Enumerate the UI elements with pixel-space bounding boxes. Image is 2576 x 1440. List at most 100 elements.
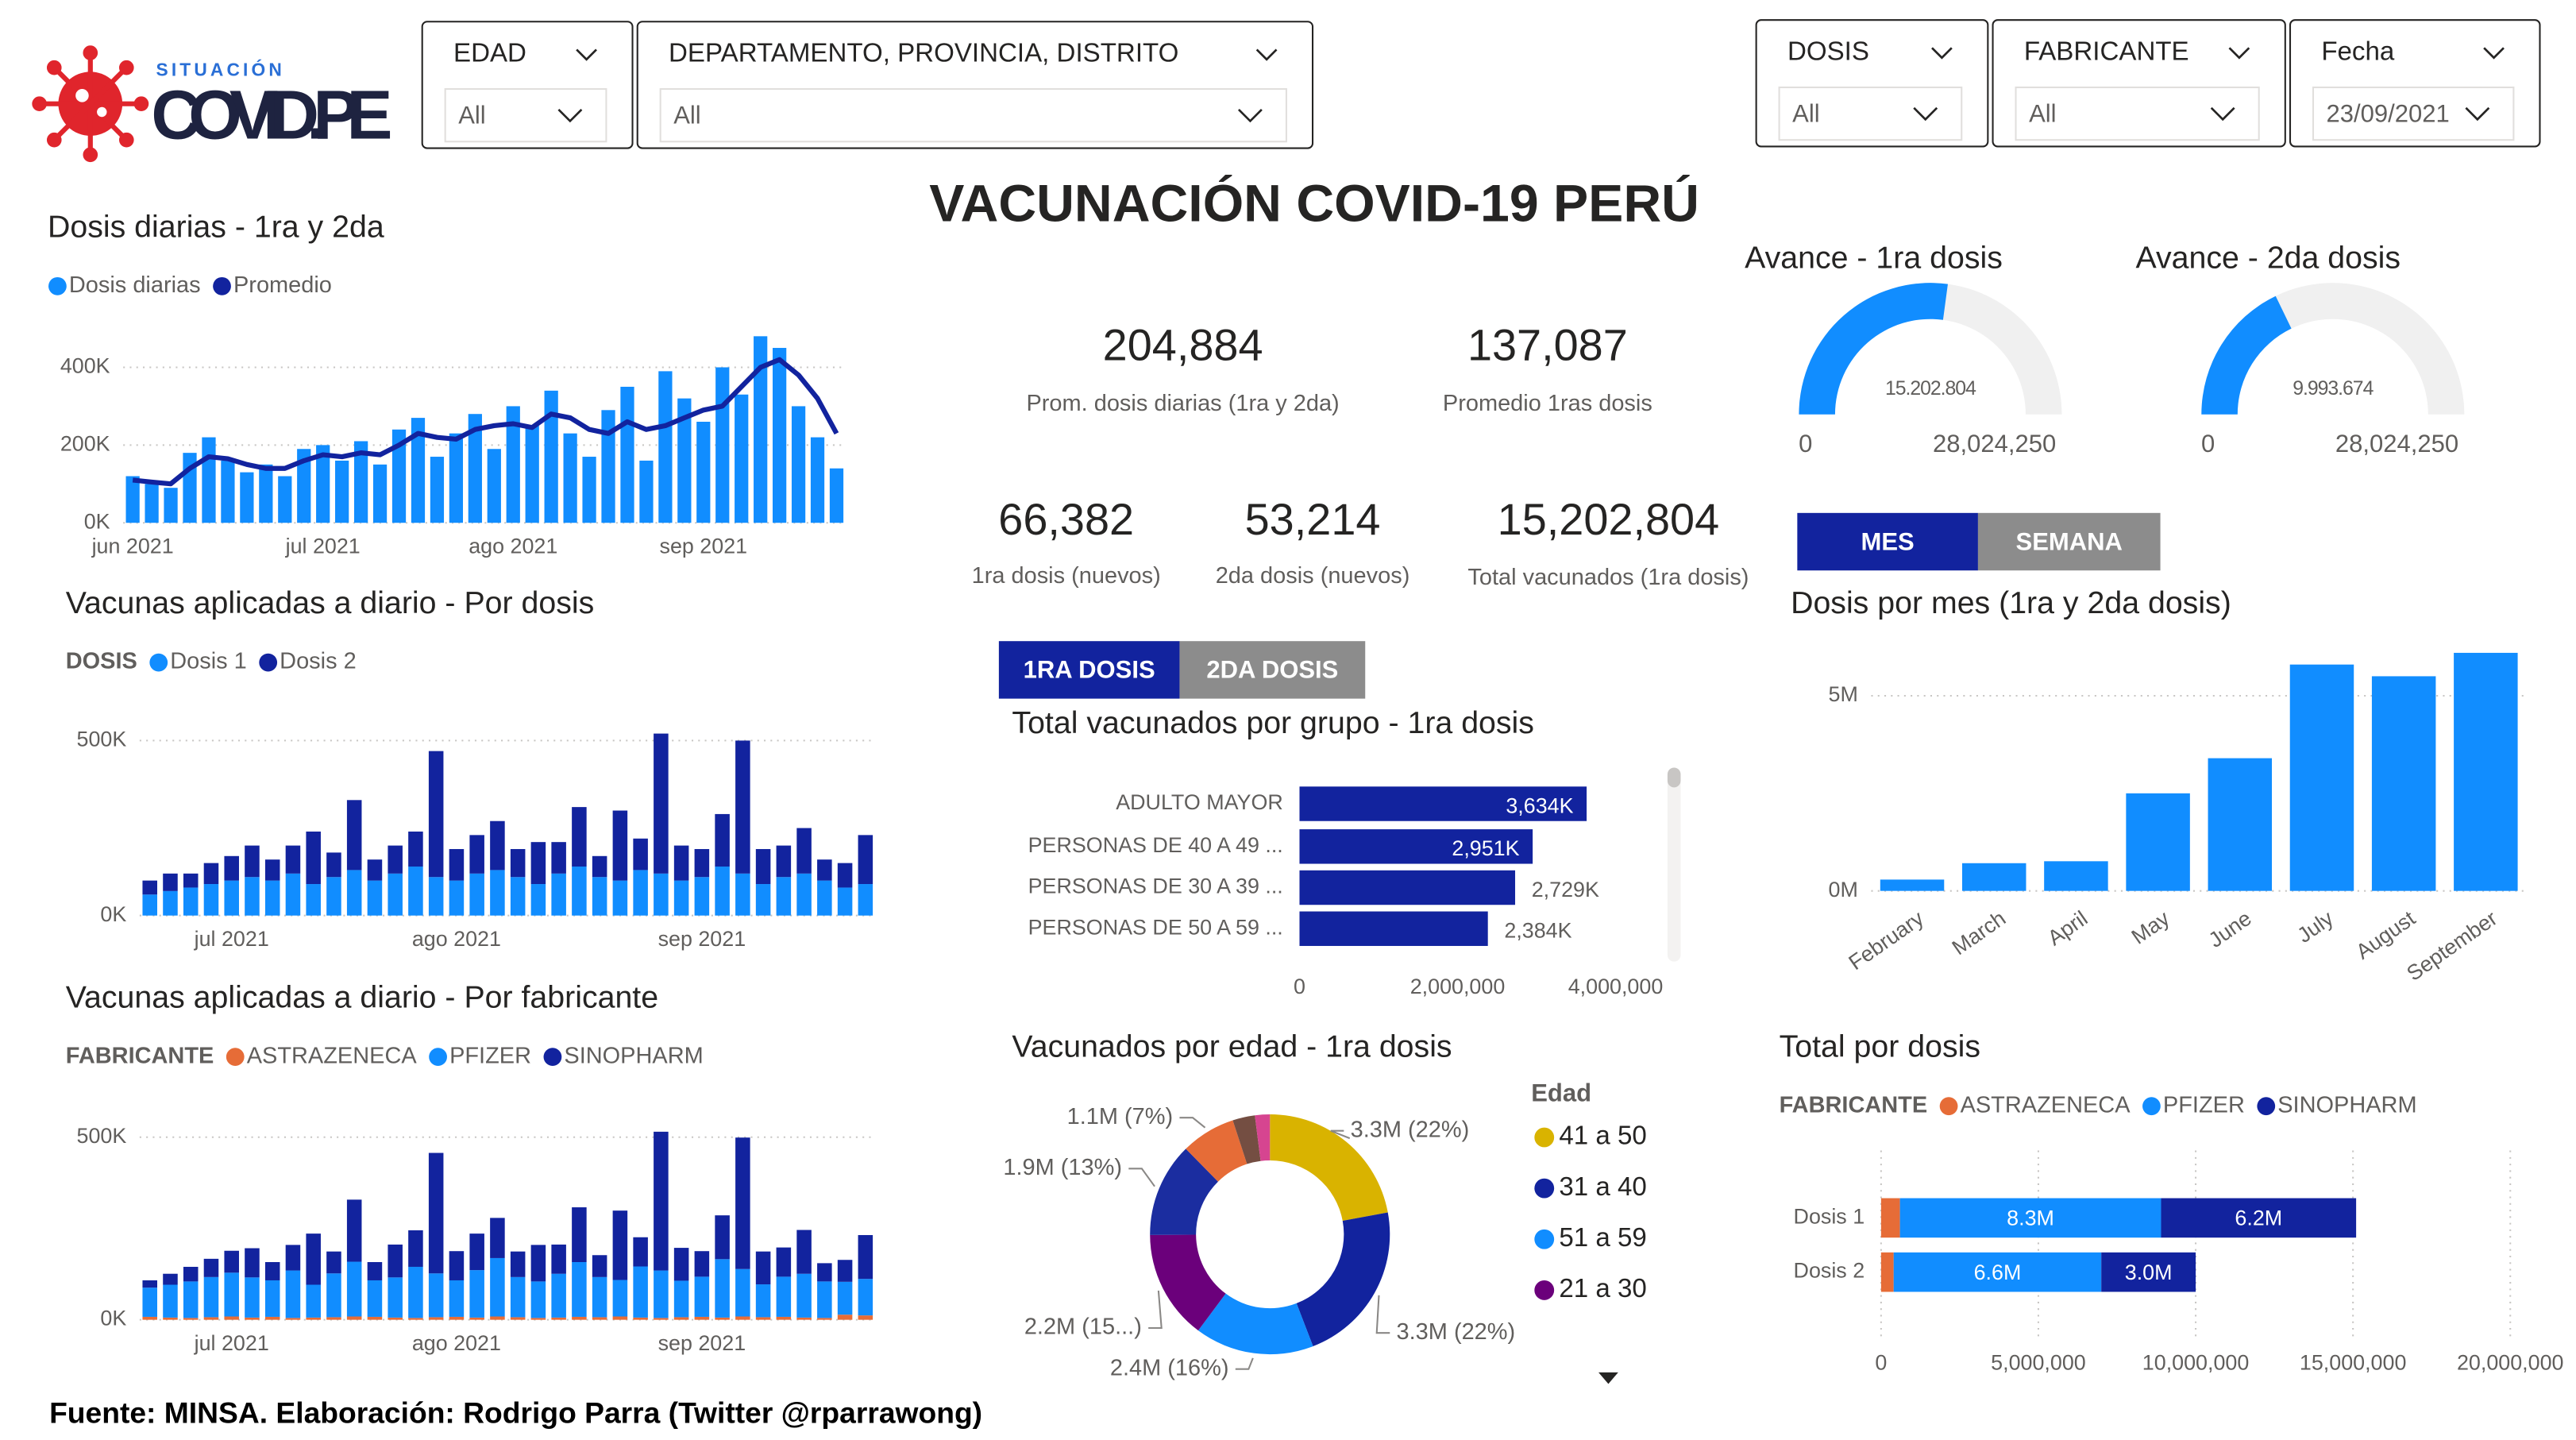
bar-segment: [755, 884, 771, 916]
bar-segment: [715, 1259, 730, 1318]
chevron: [1931, 47, 1953, 60]
bar-segment: [224, 1316, 239, 1320]
bar-segment: [367, 880, 383, 916]
filter-dropdown[interactable]: [2312, 86, 2515, 141]
bar-segment: [654, 873, 669, 916]
bar-segment: [367, 1280, 383, 1317]
donut-slice: [1150, 1149, 1218, 1235]
bar-segment: [694, 848, 710, 878]
bar-segment: [449, 880, 465, 916]
legend-dot: [213, 276, 231, 295]
bar-segment: [163, 1284, 178, 1318]
bar: [372, 464, 388, 523]
toggle-button[interactable]: [1977, 512, 2161, 571]
legend-dot: [543, 1048, 562, 1066]
data-label: 2,729K: [1532, 878, 1599, 901]
bar: [601, 410, 615, 523]
kpi-label: Total vacunados (1ra dosis): [1467, 565, 1749, 590]
legend-label: ASTRAZENECA: [247, 1043, 418, 1068]
bar-segment: [673, 1317, 689, 1320]
bar-segment: [142, 894, 157, 916]
bar-segment: [326, 1317, 341, 1320]
chevron: [576, 48, 597, 61]
legend-label: SINOPHARM: [2277, 1092, 2416, 1118]
filter-dropdown[interactable]: [444, 88, 607, 143]
filter-dropdown[interactable]: [659, 88, 1287, 143]
bar-segment: [817, 880, 832, 916]
y-tick-label: 0K: [100, 902, 126, 926]
x-tick-label: 5,000,000: [1991, 1351, 2086, 1375]
bar-segment: [264, 1261, 280, 1280]
bar-segment: [776, 1276, 792, 1317]
logo-icon: [32, 45, 149, 163]
bar: [829, 468, 844, 523]
bar: [145, 484, 159, 523]
toggle-button[interactable]: [1179, 641, 1366, 699]
chevron: [2210, 106, 2235, 122]
bar-segment: [142, 1280, 157, 1288]
bar-segment: [490, 1218, 505, 1258]
bar-segment: [837, 1260, 853, 1282]
bar-segment: [388, 1244, 403, 1278]
bar-segment: [306, 1233, 321, 1285]
y-tick-label: Dosis 2: [1794, 1259, 1865, 1283]
bar-segment: [285, 1270, 301, 1318]
bar-segment: [408, 1266, 423, 1318]
bar-segment: [388, 873, 403, 916]
bar-segment: [530, 1281, 546, 1318]
bar-segment: [755, 1317, 771, 1320]
bar-segment: [633, 870, 648, 916]
toggle-label[interactable]: 1RA DOSIS: [1024, 656, 1155, 684]
toggle-label[interactable]: SEMANA: [2016, 527, 2123, 555]
toggle-button[interactable]: [1797, 512, 1978, 571]
bar: [202, 437, 216, 523]
donut-slice: [1150, 1234, 1226, 1331]
x-tick-label: February: [1845, 906, 1929, 975]
bar-segment: [203, 1276, 219, 1318]
bar-segment: [551, 1317, 566, 1320]
scroll-thumb[interactable]: [1667, 767, 1681, 788]
donut-slice: [1232, 1115, 1261, 1164]
toggle-button[interactable]: [998, 641, 1180, 699]
legend-dot: [2257, 1097, 2276, 1116]
bar: [353, 441, 368, 523]
legend-dot: [226, 1048, 245, 1066]
toggle-label[interactable]: 2DA DOSIS: [1206, 656, 1338, 684]
chevron: [2483, 47, 2505, 60]
bar-segment: [203, 1317, 219, 1320]
x-tick-label: ago 2021: [412, 1331, 501, 1355]
bar-segment: [367, 1261, 383, 1280]
bar-segment: [1880, 1198, 1900, 1238]
bar-segment: [592, 1317, 607, 1320]
y-tick-label: 400K: [60, 354, 110, 378]
bar-segment: [183, 1318, 199, 1320]
legend-dot: [429, 1048, 447, 1066]
bar-segment: [530, 842, 546, 885]
bar-segment: [673, 880, 689, 916]
bar-segment: [776, 877, 792, 916]
toggle-label[interactable]: MES: [1861, 527, 1915, 555]
bar-segment: [673, 1248, 689, 1281]
bar: [715, 367, 730, 523]
bar: [2289, 664, 2354, 891]
legend-dot: [259, 653, 278, 672]
bar-segment: [530, 1318, 546, 1320]
bar-segment: [1880, 1252, 1894, 1292]
bar-segment: [326, 1251, 341, 1274]
chart-title: Dosis por mes (1ra y 2da dosis): [1791, 585, 2231, 620]
legend-scroll-arrow[interactable]: [1598, 1372, 1618, 1384]
bar: [449, 433, 464, 523]
chevron: [1237, 108, 1263, 123]
x-tick-label: May: [2127, 906, 2174, 949]
bar: [240, 472, 254, 523]
scrollbar[interactable]: [1667, 767, 1681, 962]
data-label: 2,384K: [1504, 918, 1571, 942]
legend-title: FABRICANTE: [66, 1043, 214, 1068]
bar-segment: [408, 1230, 423, 1267]
bar-segment: [428, 1317, 444, 1320]
bar-segment: [388, 845, 403, 874]
bar-segment: [264, 880, 280, 916]
data-label: 3.0M: [2125, 1260, 2173, 1284]
bar: [411, 418, 426, 523]
bar-segment: [490, 870, 505, 916]
